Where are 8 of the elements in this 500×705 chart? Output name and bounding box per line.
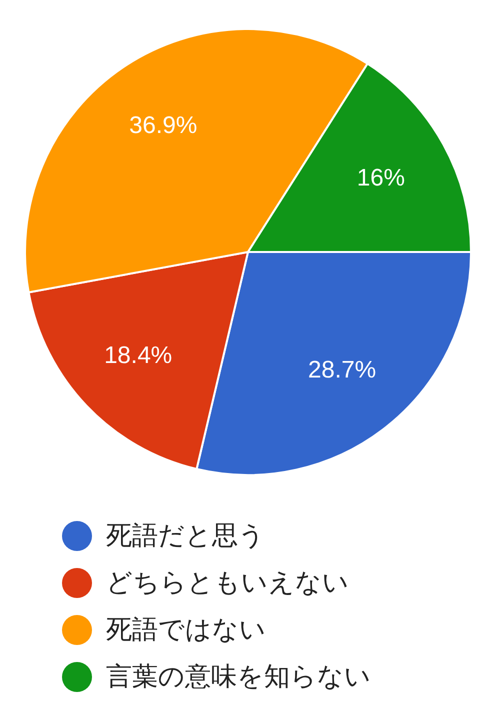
legend-label: 言葉の意味を知らない <box>106 661 371 694</box>
data-label: 36.9% <box>129 112 198 139</box>
legend-label: 死語ではない <box>106 614 266 647</box>
data-label: 16% <box>356 164 405 192</box>
data-label: 28.7% <box>308 356 376 384</box>
legend-label: 死語だと思う <box>106 520 265 553</box>
data-label: 18.4% <box>104 342 172 370</box>
legend-label: どちらともいえない <box>106 567 349 600</box>
